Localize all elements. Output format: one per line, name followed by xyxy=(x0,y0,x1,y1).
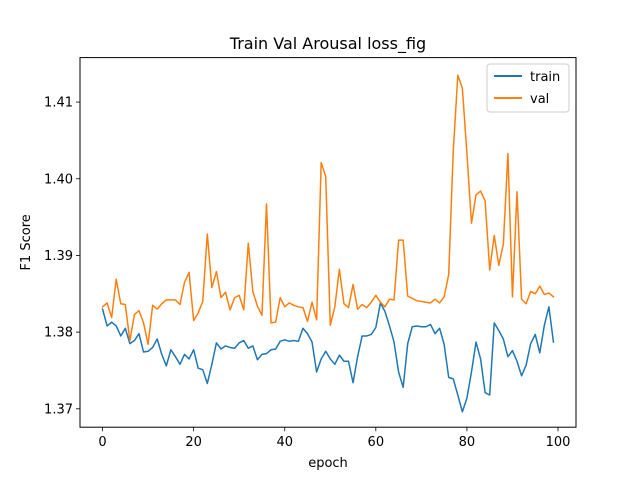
y-tick-label: 1.39 xyxy=(44,249,73,264)
x-tick-label: 80 xyxy=(459,435,476,450)
legend-label-train: train xyxy=(530,70,560,85)
x-axis-label: epoch xyxy=(308,456,348,471)
x-tick-label: 60 xyxy=(368,435,385,450)
y-tick-label: 1.41 xyxy=(44,96,73,111)
x-tick-label: 100 xyxy=(546,435,571,450)
plot-frame xyxy=(79,57,577,428)
y-tick-label: 1.37 xyxy=(44,402,73,417)
y-axis-label: F1 Score xyxy=(19,214,34,270)
legend-label-val: val xyxy=(530,92,549,107)
y-axis: 1.37 1.38 1.39 1.40 1.41 xyxy=(44,96,80,417)
series-line-train xyxy=(101,302,555,413)
y-tick-label: 1.38 xyxy=(44,326,73,341)
series-layer xyxy=(101,74,555,413)
legend: train val xyxy=(486,63,570,113)
x-axis: 0 20 40 60 80 100 xyxy=(98,427,570,450)
chart-title: Train Val Arousal loss_fig xyxy=(229,34,426,54)
x-tick-label: 40 xyxy=(276,435,293,450)
x-tick-label: 0 xyxy=(98,435,106,450)
series-line-val xyxy=(101,74,555,346)
x-tick-label: 20 xyxy=(185,435,202,450)
y-tick-label: 1.40 xyxy=(44,172,73,187)
